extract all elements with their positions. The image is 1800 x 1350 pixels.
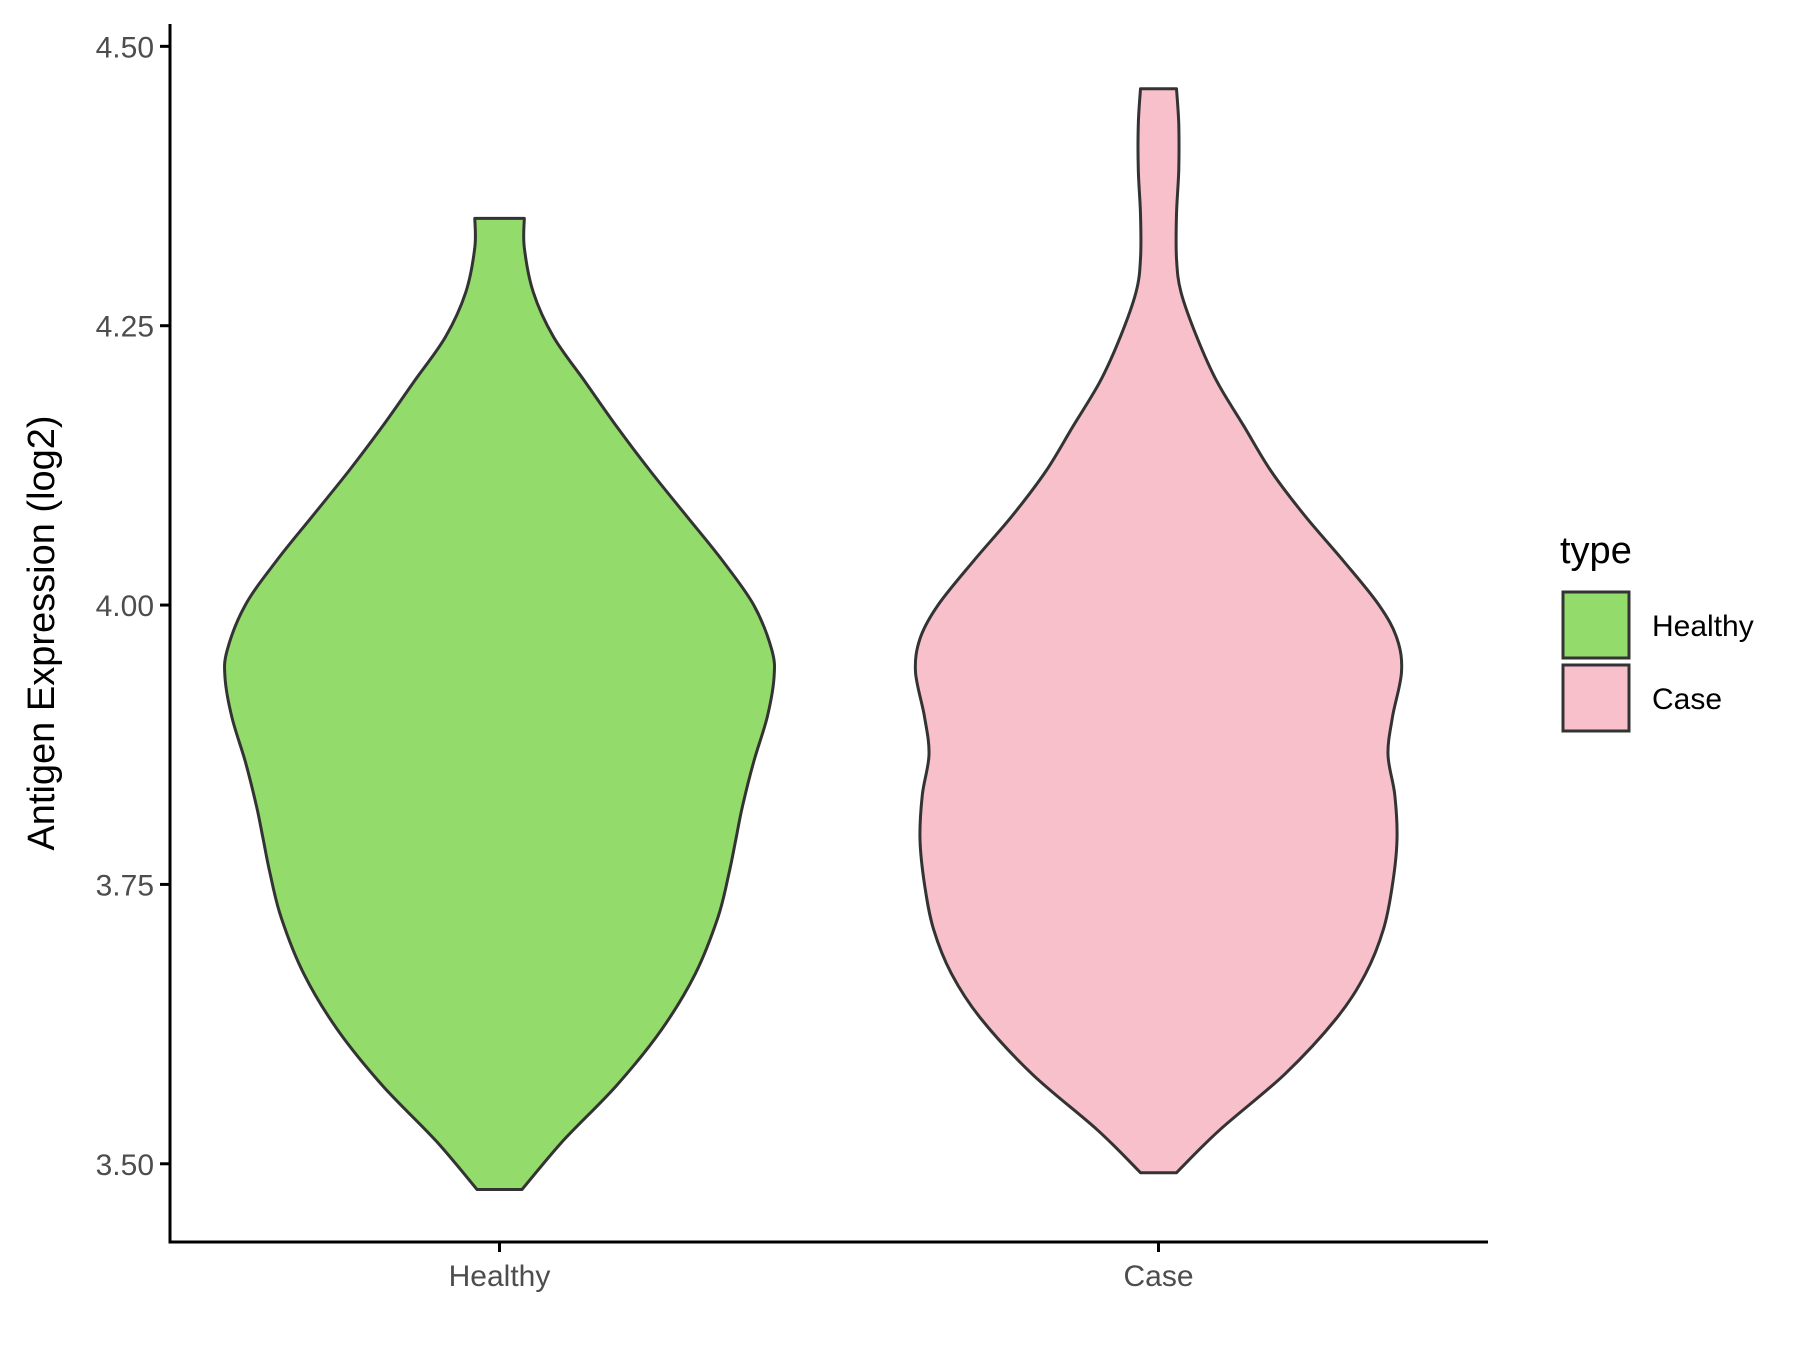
y-ticks: 3.50 3.75 4.00 4.25 4.50 [96,31,170,1182]
y-tick-label: 4.50 [96,31,154,64]
x-tick-label: Case [1123,1260,1193,1293]
legend-swatch-healthy [1561,590,1631,660]
violin-case [913,87,1404,1175]
y-tick-label: 3.50 [96,1149,154,1182]
x-tick-label: Healthy [449,1260,551,1293]
legend-label-case: Case [1652,683,1722,716]
legend-swatch-case [1561,663,1631,733]
violin-healthy [223,216,777,1191]
legend-label-healthy: Healthy [1652,610,1754,643]
y-tick-label: 3.75 [96,869,154,902]
y-axis-title: Antigen Expression (log2) [21,415,63,850]
violins-layer [223,87,1404,1191]
axes-layer [168,24,1488,1244]
legend-title: type [1560,530,1632,572]
y-tick-label: 4.25 [96,311,154,344]
x-ticks: Healthy Case [449,1242,1194,1293]
legend: type Healthy Case [1560,530,1754,733]
y-tick-label: 4.00 [96,590,154,623]
